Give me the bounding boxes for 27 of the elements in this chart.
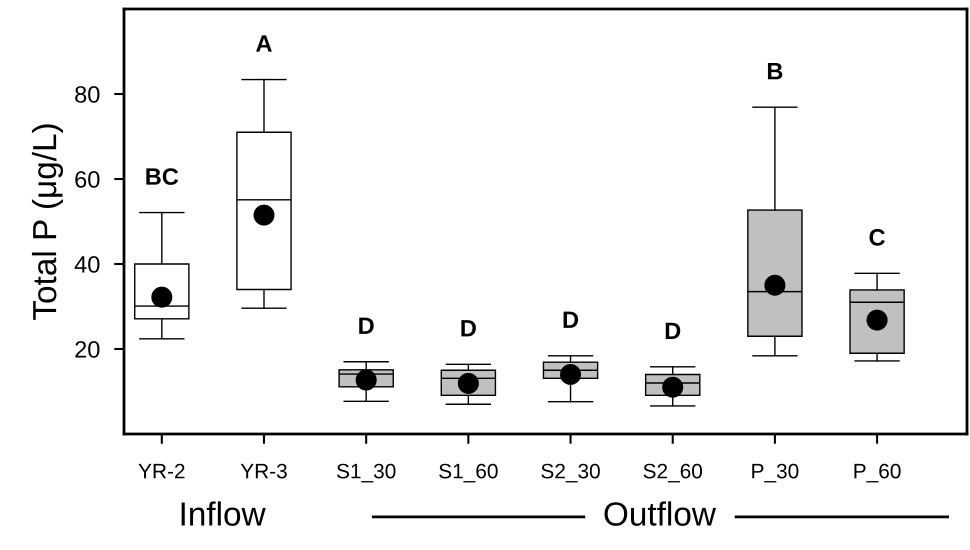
x-tick-label: S1_30	[337, 464, 396, 482]
x-tick-label: YR-2	[138, 464, 184, 478]
y-tick-label: 60	[75, 171, 100, 188]
annotation: D	[564, 312, 578, 328]
y-axis-title: Total P (μg/L)	[32, 124, 64, 320]
text: Inflow	[182, 501, 266, 526]
point	[560, 364, 582, 386]
text: Outflow	[604, 501, 716, 526]
annotation: BC	[146, 168, 178, 185]
annotation: D	[461, 320, 476, 336]
x-tick-label: YR-3	[240, 464, 287, 478]
annotation: A	[256, 35, 272, 52]
annotation: B	[768, 63, 782, 80]
annotation: C	[870, 228, 885, 246]
x-tick-label: S2_30	[541, 464, 600, 482]
y-tick-label: 20	[75, 341, 100, 358]
point	[764, 274, 786, 296]
annotation: D	[666, 322, 680, 339]
point	[356, 370, 377, 391]
x-tick-label: S2_60	[644, 464, 702, 482]
x-tick-label: P_30	[752, 464, 798, 482]
x-tick-label: P_60	[854, 464, 901, 482]
point	[253, 204, 275, 226]
y-tick-label: 40	[74, 256, 100, 273]
y-tick-label: 80	[75, 86, 100, 103]
x-tick-label: S1_60	[439, 464, 498, 482]
annotation: D	[359, 318, 374, 334]
